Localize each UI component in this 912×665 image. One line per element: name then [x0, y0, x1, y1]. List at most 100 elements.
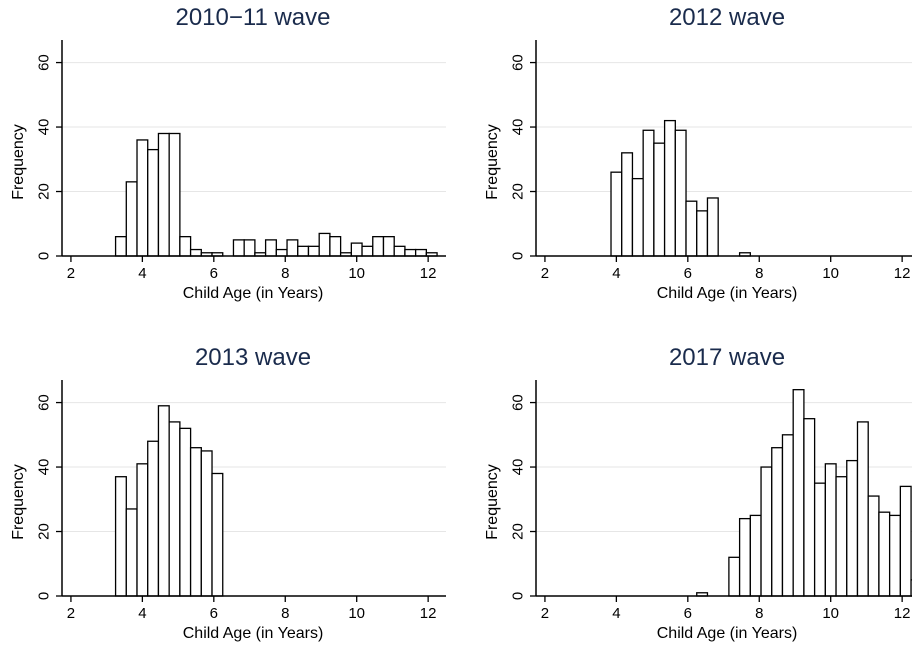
histogram-bar	[878, 511, 891, 597]
y-tick-label: 0	[510, 592, 527, 600]
histogram-bar	[189, 248, 202, 257]
histogram-bar	[706, 197, 719, 257]
x-tick-label: 6	[210, 265, 218, 282]
chart-title: 2013 wave	[194, 344, 312, 371]
y-axis-label: Frequency	[10, 464, 27, 540]
histogram-bar	[264, 239, 277, 257]
histogram-bar	[147, 440, 160, 597]
histogram-bar	[286, 239, 299, 257]
x-tick-label: 10	[348, 605, 365, 622]
histogram-bar	[899, 485, 912, 597]
histogram-bar	[749, 514, 762, 597]
histogram-bar	[232, 239, 245, 257]
histogram-bar	[147, 148, 160, 257]
histogram-bar	[125, 508, 138, 597]
histogram-bar	[243, 239, 256, 257]
x-tick-label: 6	[684, 265, 692, 282]
chart-title: 2012 wave	[668, 4, 786, 31]
x-tick-label: 12	[420, 605, 437, 622]
y-tick-label: 60	[510, 54, 527, 71]
histogram-bar	[211, 472, 224, 597]
histogram-bar	[350, 242, 363, 257]
histogram-bar	[685, 200, 698, 257]
y-tick-label: 40	[510, 119, 527, 136]
panel-2017-wave: 2017 wave 0 20 40 60 2 4 6 8 10 12 Child Age (in …	[474, 340, 912, 665]
y-tick-label: 0	[36, 252, 53, 260]
histogram-bar	[835, 476, 848, 597]
y-tick-label: 40	[36, 119, 53, 136]
figure: 2010−11 wave 0 20 40 60 2 4 6 8 10 12 Child Age (…	[0, 0, 912, 642]
y-tick-label: 20	[510, 183, 527, 200]
y-tick-label: 20	[36, 523, 53, 540]
x-tick-label: 4	[612, 605, 620, 622]
x-tick-label: 4	[138, 265, 146, 282]
histogram-bar	[803, 418, 816, 597]
histogram-bar	[888, 514, 902, 597]
histogram-bar	[297, 245, 310, 257]
chart-title: 2017 wave	[668, 344, 786, 371]
histogram-bar	[760, 466, 773, 597]
x-tick-label: 2	[541, 605, 549, 622]
y-axis-label: Frequency	[10, 124, 27, 200]
y-tick-label: 0	[510, 252, 527, 260]
x-tick-label: 12	[894, 265, 911, 282]
x-tick-label: 8	[281, 605, 289, 622]
x-tick-label: 6	[210, 605, 218, 622]
histogram-bar	[393, 245, 406, 257]
panel-2012-wave: 2012 wave 0 20 40 60 2 4 6 8 10 12 Child Age (in …	[474, 0, 912, 325]
histogram-bar	[696, 210, 709, 257]
histogram-bar	[200, 450, 213, 597]
histogram-bar	[179, 427, 192, 597]
panel-2013-wave: 2013 wave 0 20 40 60 2 4 6 8 10 12 Child Age (in …	[0, 340, 456, 665]
histogram-bar	[813, 482, 826, 597]
x-tick-label: 10	[348, 265, 365, 282]
histogram-bar	[329, 236, 342, 257]
y-tick-label: 60	[36, 394, 53, 411]
histogram-bar	[642, 129, 655, 257]
histogram-bar	[157, 132, 170, 257]
histogram-bar	[114, 476, 127, 597]
histogram-bar	[114, 236, 127, 257]
histogram-bar	[189, 447, 202, 597]
histogram-bar	[382, 236, 395, 257]
histogram-bar	[136, 463, 149, 597]
x-tick-label: 10	[822, 265, 839, 282]
x-axis-label: Child Age (in Years)	[656, 285, 798, 302]
histogram-bar	[856, 421, 869, 597]
histogram-bar	[136, 139, 149, 257]
y-axis-label: Frequency	[484, 464, 501, 540]
histogram-bar	[846, 459, 859, 597]
y-tick-label: 40	[36, 459, 53, 476]
x-tick-label: 12	[894, 605, 911, 622]
x-tick-label: 8	[281, 265, 289, 282]
histogram-bar	[168, 421, 181, 597]
histogram-bar	[610, 171, 623, 257]
histogram-bar	[404, 248, 417, 257]
x-tick-label: 8	[755, 605, 763, 622]
histogram-bar	[168, 132, 181, 257]
x-tick-label: 6	[684, 605, 692, 622]
histogram-bar	[728, 556, 741, 597]
panel-2010-11-wave: 2010−11 wave 0 20 40 60 2 4 6 8 10 12 Child Age (…	[0, 0, 456, 325]
y-axis-label: Frequency	[484, 124, 501, 200]
x-axis-label: Child Age (in Years)	[656, 625, 798, 642]
chart-title: 2010−11 wave	[175, 4, 331, 31]
x-axis-label: Child Age (in Years)	[182, 625, 324, 642]
x-tick-label: 4	[138, 605, 146, 622]
histogram-bar	[771, 447, 784, 597]
histogram-bar	[653, 142, 666, 257]
histogram-bar	[372, 236, 385, 257]
x-tick-label: 12	[420, 265, 437, 282]
histogram-bar	[157, 405, 170, 597]
histogram-2013: 0 20 40 60 2 4 6 8 10 12	[36, 380, 446, 622]
histogram-bar	[663, 119, 676, 257]
y-tick-label: 0	[36, 592, 53, 600]
y-tick-label: 60	[510, 394, 527, 411]
y-tick-label: 20	[510, 523, 527, 540]
histogram-bar	[275, 248, 288, 257]
histogram-bar	[781, 434, 794, 597]
x-tick-label: 8	[755, 265, 763, 282]
histogram-bar	[631, 177, 644, 257]
histogram-bar	[179, 236, 192, 257]
histogram-bar	[361, 245, 374, 257]
